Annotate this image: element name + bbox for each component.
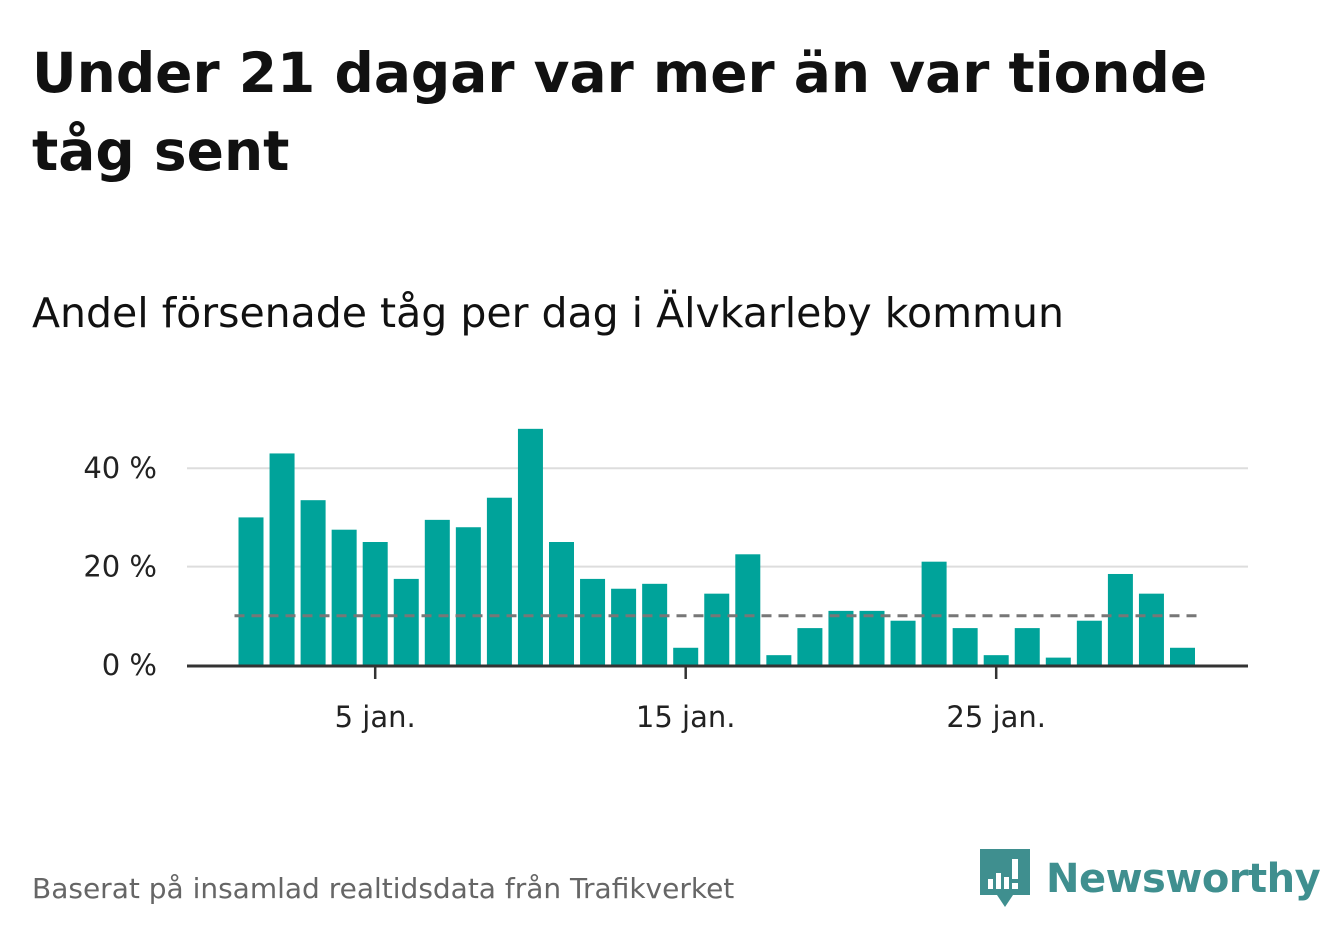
bar-day-27 <box>1045 657 1071 665</box>
bar-day-3 <box>300 500 326 665</box>
bar-day-19 <box>797 628 823 665</box>
bar-day-29 <box>1107 573 1133 665</box>
bar-day-20 <box>828 610 854 665</box>
bar-day-4 <box>331 529 357 665</box>
bar-day-1 <box>238 517 264 665</box>
bar-day-11 <box>549 542 574 665</box>
bar-day-14 <box>642 583 668 665</box>
y-tick-label: 20 % <box>83 550 157 584</box>
newsworthy-logo: Newsworthy <box>980 848 1321 910</box>
brand-name: Newsworthy <box>1046 856 1321 902</box>
x-tick-label: 15 jan. <box>636 700 736 734</box>
bar-day-28 <box>1076 620 1102 665</box>
x-tick-label: 5 jan. <box>335 700 416 734</box>
chart-title: Under 21 dagar var mer än var tionde tåg… <box>32 41 1208 183</box>
bar-day-12 <box>580 578 606 665</box>
source-note: Baserat på insamlad realtidsdata från Tr… <box>32 872 735 905</box>
bar-day-2 <box>269 453 295 665</box>
bar-day-25 <box>983 655 1009 665</box>
bar-day-23 <box>921 561 947 665</box>
bar-chart-speech-bubble-icon <box>980 849 1030 907</box>
bar-day-7 <box>424 519 450 665</box>
bar-day-26 <box>1014 628 1040 665</box>
bar-day-13 <box>611 588 637 665</box>
x-tick-label: 25 jan. <box>946 700 1046 734</box>
bar-day-22 <box>890 620 916 665</box>
y-tick-label: 40 % <box>83 451 157 485</box>
bar-day-16 <box>704 593 730 665</box>
bar-day-21 <box>859 610 885 665</box>
bar-day-8 <box>455 527 481 665</box>
bar-day-5 <box>362 542 388 665</box>
bar-day-9 <box>486 497 512 665</box>
bar-day-30 <box>1138 593 1164 665</box>
chart-subtitle: Andel försenade tåg per dag i Älvkarleby… <box>32 289 1064 337</box>
bar-day-6 <box>393 578 419 665</box>
bar-day-17 <box>735 554 761 665</box>
bar-day-10 <box>517 428 543 665</box>
bar-day-31 <box>1170 647 1195 665</box>
bar-day-18 <box>766 655 792 665</box>
bar-day-15 <box>673 647 699 665</box>
y-tick-label: 0 % <box>102 648 157 682</box>
bar-day-24 <box>952 628 978 665</box>
